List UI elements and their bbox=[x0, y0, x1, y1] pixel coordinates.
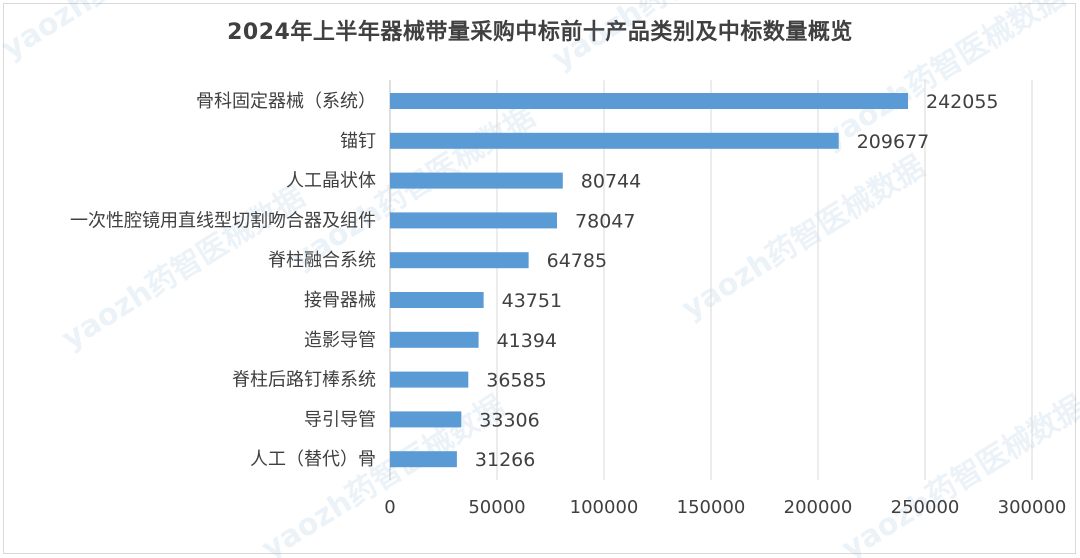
category-label: 接骨器械 bbox=[304, 290, 376, 311]
value-label: 78047 bbox=[575, 210, 635, 232]
category-label: 脊柱后路钉棒系统 bbox=[232, 370, 376, 391]
value-label: 209677 bbox=[857, 131, 930, 153]
x-tick-label: 50000 bbox=[468, 497, 525, 518]
value-labels: 242055 209677 80744 78047 64785 43751 41394 365… bbox=[475, 91, 999, 471]
value-label: 36585 bbox=[486, 370, 546, 392]
value-label: 43751 bbox=[502, 290, 562, 312]
chart-title: 2024年上半年器械带量采购中标前十产品类别及中标数量概览 bbox=[227, 20, 853, 45]
value-label: 242055 bbox=[926, 91, 999, 113]
bar bbox=[390, 331, 479, 348]
category-label: 人工晶状体 bbox=[286, 171, 376, 192]
category-label: 骨科固定器械（系统） bbox=[196, 91, 376, 112]
watermark-text: yaozh药智医械数据 bbox=[816, 0, 1071, 157]
bar bbox=[390, 451, 457, 468]
category-label: 锚钉 bbox=[340, 131, 376, 152]
x-tick-label: 200000 bbox=[784, 497, 853, 518]
x-tick-label: 300000 bbox=[998, 497, 1067, 518]
bar bbox=[390, 252, 529, 269]
x-tick-labels: 0 50000 100000 150000 200000 250000 300000 bbox=[384, 497, 1066, 518]
x-tick-label: 0 bbox=[384, 497, 395, 518]
watermark-text: yaozh药智医械数据 bbox=[676, 149, 931, 327]
bar bbox=[390, 411, 462, 428]
category-label: 一次性腔镜用直线型切割吻合器及组件 bbox=[70, 210, 376, 231]
x-tick-label: 250000 bbox=[891, 497, 960, 518]
bars bbox=[390, 93, 908, 468]
category-label: 脊柱融合系统 bbox=[268, 250, 376, 271]
watermark-text: yaozh药智医械数据 bbox=[0, 0, 251, 67]
bar bbox=[390, 212, 558, 229]
watermark-text: yaozh药智医械数据 bbox=[836, 389, 1080, 558]
value-label: 31266 bbox=[475, 449, 535, 471]
bar bbox=[390, 132, 839, 149]
category-labels: 骨科固定器械（系统） 锚钉人工晶状体一次性腔镜用直线型切割吻合器及组件脊柱融合系统… bbox=[70, 91, 376, 470]
bar bbox=[390, 172, 563, 189]
watermark-text: yaozh药智医械数据 bbox=[546, 0, 801, 77]
x-tick-label: 100000 bbox=[570, 497, 639, 518]
value-label: 64785 bbox=[547, 250, 607, 272]
bar bbox=[390, 292, 484, 308]
category-label: 人工（替代）骨 bbox=[250, 449, 376, 470]
value-label: 80744 bbox=[581, 171, 641, 193]
bar bbox=[390, 371, 469, 388]
value-label: 33306 bbox=[479, 409, 539, 431]
watermark-text: yaozh药智医械数据 bbox=[256, 389, 511, 558]
value-label: 41394 bbox=[497, 330, 557, 352]
category-label: 导引导管 bbox=[304, 409, 376, 430]
x-tick-label: 150000 bbox=[677, 497, 746, 518]
bar bbox=[390, 93, 908, 109]
category-label: 造影导管 bbox=[304, 330, 376, 351]
